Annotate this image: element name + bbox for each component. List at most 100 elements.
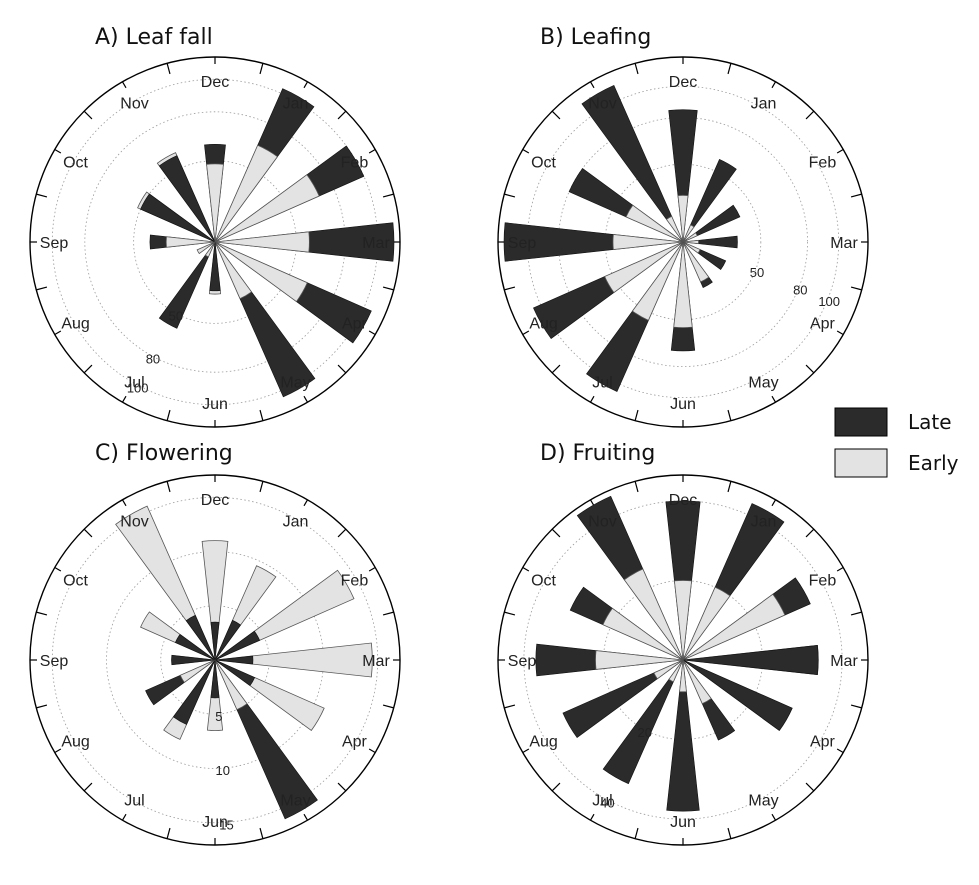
month-label-apr: Apr bbox=[342, 734, 368, 751]
month-label-sep: Sep bbox=[40, 653, 69, 670]
bar-early-mar bbox=[682, 239, 699, 245]
axis-tick bbox=[850, 286, 862, 291]
axis-tick bbox=[522, 148, 530, 154]
month-label-apr: Apr bbox=[810, 734, 836, 751]
axis-tick bbox=[522, 330, 530, 336]
axis-tick bbox=[259, 63, 264, 75]
bar-late-mar bbox=[214, 655, 254, 665]
bar-early-jul bbox=[204, 241, 216, 258]
legend-swatch-late bbox=[834, 407, 888, 437]
month-label-nov: Nov bbox=[588, 96, 616, 113]
axis-tick bbox=[303, 395, 309, 403]
axis-tick bbox=[805, 528, 815, 538]
axis-tick bbox=[634, 409, 639, 421]
bar-early-aug bbox=[653, 659, 684, 680]
axis-tick bbox=[337, 782, 347, 792]
axis-tick bbox=[259, 481, 264, 493]
axis-tick bbox=[121, 499, 127, 507]
bar-early-feb bbox=[682, 232, 698, 243]
month-label-jan: Jan bbox=[283, 514, 309, 531]
bar-early-oct bbox=[625, 204, 684, 243]
bar-early-feb bbox=[682, 593, 786, 661]
axis-tick bbox=[589, 395, 595, 403]
polar-panels: A) Leaf fall Jan Feb Mar Apr May Jun Jul Aug Sep O… bbox=[29, 25, 869, 846]
month-label-oct: Oct bbox=[531, 573, 556, 590]
grid-circle bbox=[558, 117, 808, 367]
radial-scale-label: 100 bbox=[818, 294, 840, 309]
axis-tick bbox=[551, 782, 561, 792]
bar-late-dec bbox=[210, 621, 220, 661]
axis-tick bbox=[805, 782, 815, 792]
axis-tick bbox=[83, 782, 93, 792]
month-label-jun: Jun bbox=[202, 396, 228, 413]
radial-scale-label: 15 bbox=[219, 817, 233, 832]
axis-tick bbox=[166, 481, 171, 493]
axis-tick bbox=[54, 148, 62, 154]
radial-scale-label: 10 bbox=[215, 763, 229, 778]
month-label-mar: Mar bbox=[362, 235, 390, 252]
bar-late-jun bbox=[210, 659, 220, 699]
bar-late-jul bbox=[602, 659, 684, 785]
axis-tick bbox=[166, 409, 171, 421]
month-label-jun: Jun bbox=[202, 814, 228, 831]
bar-early-may bbox=[214, 241, 253, 300]
axis-tick bbox=[368, 330, 376, 336]
bar-late-feb bbox=[214, 630, 261, 661]
bar-late-oct bbox=[140, 193, 216, 243]
month-label-dec: Dec bbox=[669, 74, 697, 91]
axis-tick bbox=[259, 827, 264, 839]
month-label-sep: Sep bbox=[40, 235, 69, 252]
grid-circle bbox=[51, 496, 379, 824]
bar-early-feb bbox=[214, 174, 320, 243]
axis-tick bbox=[589, 813, 595, 821]
bar-late-dec bbox=[668, 109, 698, 243]
bar-late-jul bbox=[158, 241, 216, 329]
axis-tick bbox=[259, 409, 264, 421]
month-label-aug: Aug bbox=[529, 316, 557, 333]
axis-tick bbox=[805, 364, 815, 374]
axis-tick bbox=[634, 827, 639, 839]
axis-tick bbox=[36, 286, 48, 291]
month-label-mar: Mar bbox=[830, 235, 858, 252]
bar-early-jan bbox=[214, 144, 279, 243]
month-label-feb: Feb bbox=[809, 155, 837, 172]
axis-tick bbox=[337, 110, 347, 120]
legend-swatch-early bbox=[834, 448, 888, 478]
bar-late-jan bbox=[682, 159, 737, 243]
axis-tick bbox=[382, 286, 394, 291]
month-label-dec: Dec bbox=[669, 492, 697, 509]
axis-tick bbox=[166, 827, 171, 839]
axis-tick bbox=[382, 704, 394, 709]
month-label-aug: Aug bbox=[529, 734, 557, 751]
axis-tick bbox=[337, 364, 347, 374]
bar-late-nov bbox=[581, 84, 684, 243]
month-label-sep: Sep bbox=[508, 653, 537, 670]
bar-early-sep bbox=[595, 650, 684, 670]
month-label-jul: Jul bbox=[592, 374, 612, 391]
month-label-may: May bbox=[748, 792, 778, 809]
axis-tick bbox=[368, 148, 376, 154]
bar-late-sep bbox=[171, 654, 216, 666]
month-label-oct: Oct bbox=[63, 155, 88, 172]
axis-tick bbox=[805, 110, 815, 120]
axis-tick bbox=[551, 110, 561, 120]
month-label-jan: Jan bbox=[751, 96, 777, 113]
panel-title: D) Fruiting bbox=[540, 441, 655, 466]
bar-early-apr bbox=[682, 241, 701, 254]
panel-title: C) Flowering bbox=[95, 441, 233, 466]
axis-tick bbox=[368, 748, 376, 754]
axis-tick bbox=[166, 63, 171, 75]
bar-late-nov bbox=[185, 614, 216, 661]
bar-early-aug bbox=[179, 659, 216, 683]
panel-title: B) Leafing bbox=[540, 25, 651, 50]
bar-early-dec bbox=[206, 163, 224, 243]
bar-early-mar bbox=[214, 231, 310, 253]
axis-tick bbox=[727, 827, 732, 839]
bar-late-mar bbox=[682, 645, 819, 675]
bar-early-may bbox=[682, 241, 710, 283]
bar-late-nov bbox=[158, 155, 216, 243]
axis-tick bbox=[121, 813, 127, 821]
month-label-aug: Aug bbox=[61, 316, 89, 333]
bar-early-may bbox=[214, 659, 248, 711]
